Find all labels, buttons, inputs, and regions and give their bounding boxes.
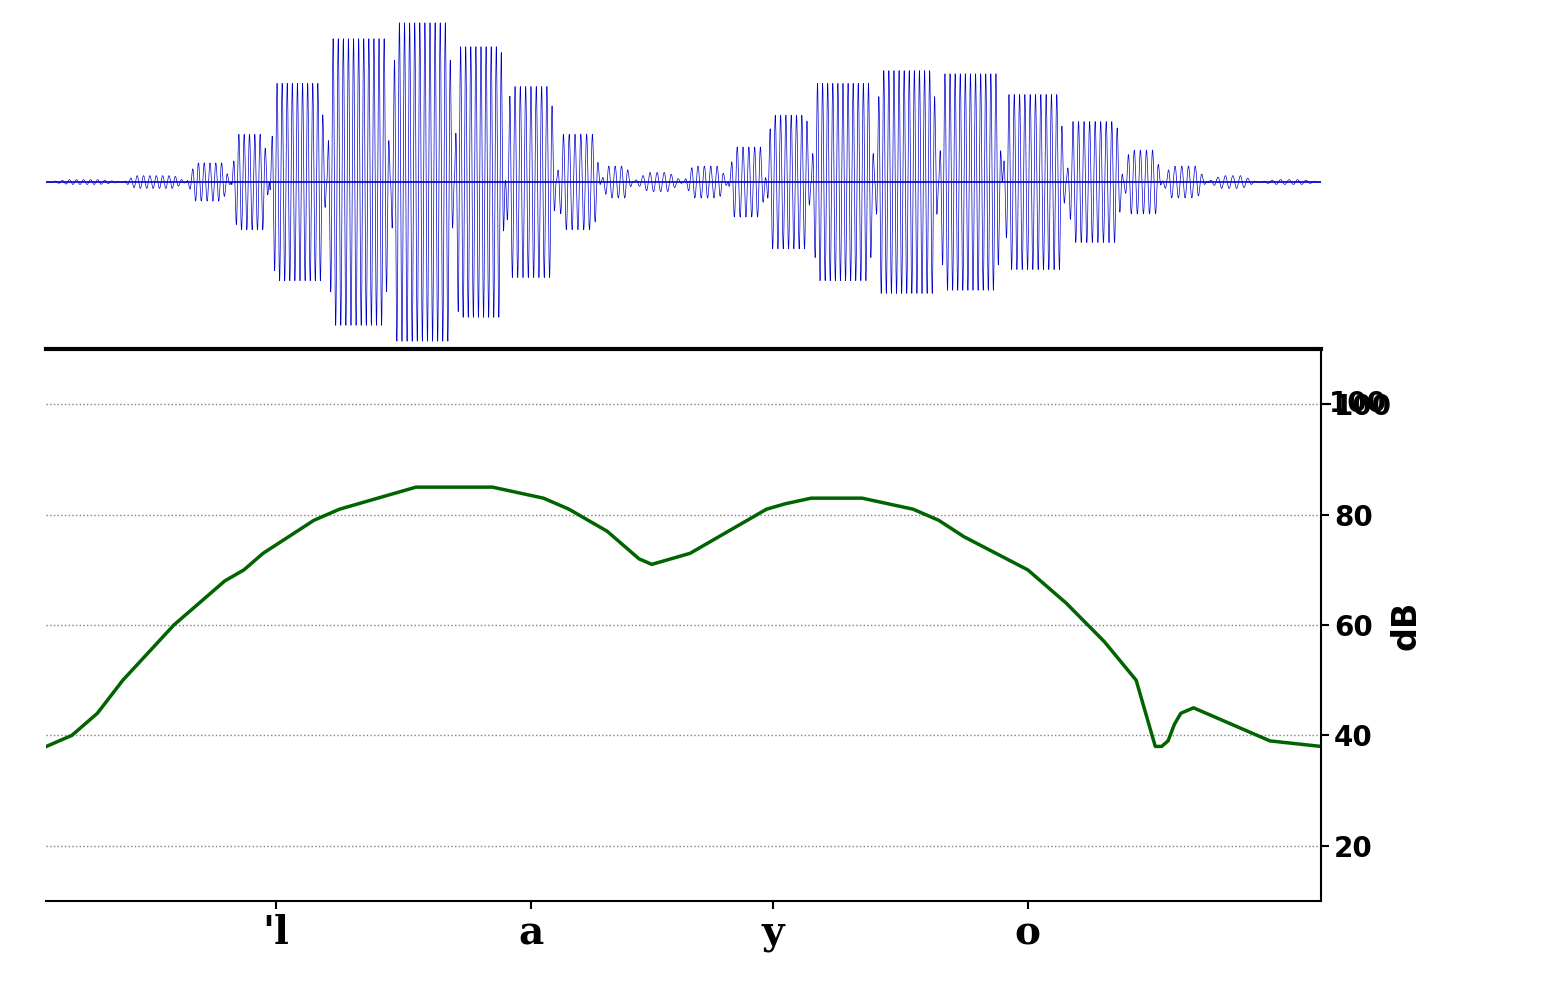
- Text: 100: 100: [1329, 390, 1387, 419]
- Text: dB: dB: [1389, 600, 1423, 649]
